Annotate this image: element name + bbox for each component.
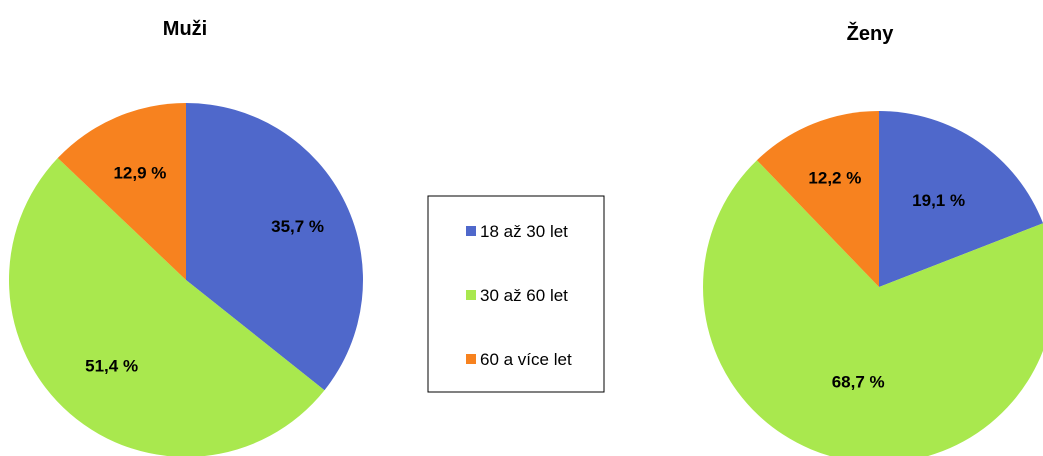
legend-box	[427, 195, 605, 393]
slice-label-zeny-60-plus: 12,2 %	[808, 169, 861, 188]
legend-label-18-30: 18 až 30 let	[480, 222, 568, 241]
slice-label-zeny-18-30: 19,1 %	[912, 191, 965, 210]
legend-label-30-60: 30 až 60 let	[480, 286, 568, 305]
slice-label-muzi-30-60: 51,4 %	[85, 356, 138, 375]
chart-title-muzi: Muži	[163, 18, 207, 40]
legend: 18 až 30 let 30 až 60 let 60 a více let	[427, 195, 605, 393]
pie-slice-muzi-18-30	[186, 103, 363, 391]
slice-label-muzi-60-plus: 12,9 %	[113, 164, 166, 183]
chart-title-zeny: Ženy	[847, 21, 895, 45]
pie-slice-muzi-30-60	[9, 158, 325, 456]
slice-label-muzi-18-30: 35,7 %	[271, 217, 324, 236]
pie-slice-zeny-18-30	[879, 111, 1043, 287]
legend-swatch-18-30	[466, 226, 476, 236]
pie-chart-zeny: Ženy 19,1 % 68,7 % 12,2 %	[703, 21, 1043, 456]
legend-label-60-plus: 60 a více let	[480, 350, 572, 369]
pie-slice-zeny-30-60	[703, 160, 1043, 456]
slice-label-zeny-30-60: 68,7 %	[832, 373, 885, 392]
legend-swatch-60-plus	[466, 354, 476, 364]
pie-slice-muzi-60-plus	[57, 103, 187, 280]
pie-slice-zeny-60-plus	[756, 111, 879, 287]
pie-chart-muzi: Muži 35,7 % 51,4 % 12,9 %	[9, 18, 363, 456]
legend-swatch-30-60	[466, 290, 476, 300]
